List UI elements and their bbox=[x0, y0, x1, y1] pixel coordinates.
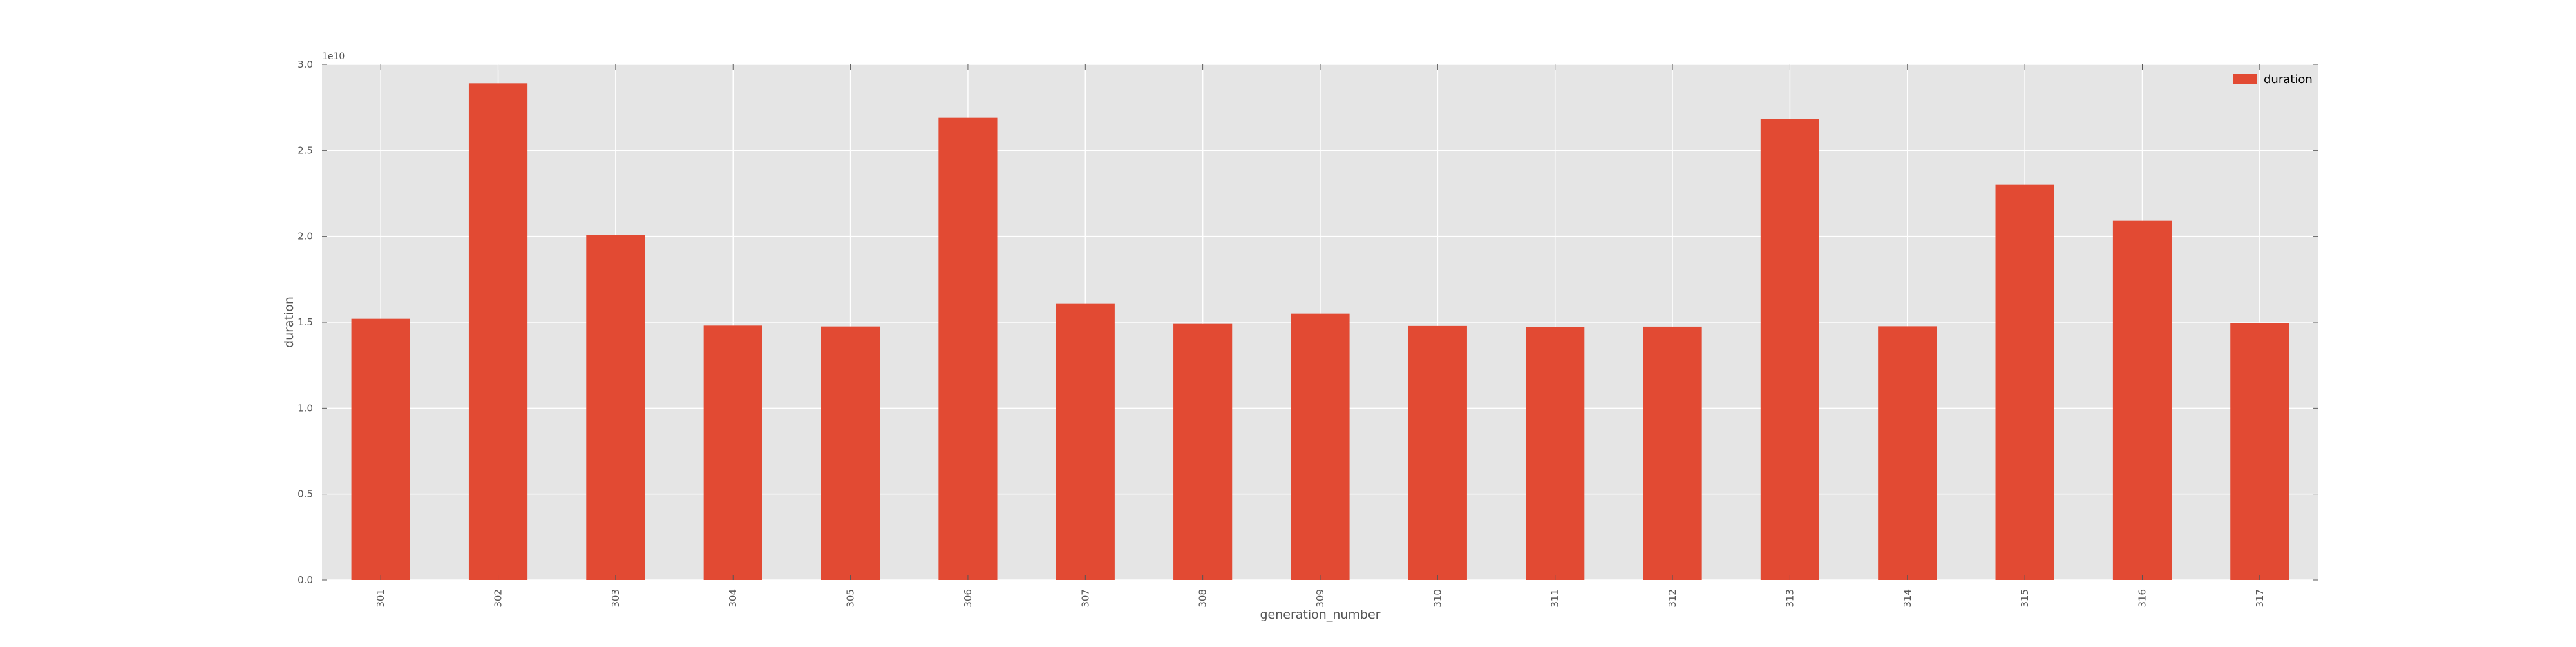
y-axis-label: duration bbox=[282, 296, 296, 348]
x-tick-label: 305 bbox=[845, 589, 857, 608]
x-tick-label: 312 bbox=[1667, 589, 1678, 608]
y-tick-label: 1.5 bbox=[298, 316, 313, 328]
x-tick-label: 313 bbox=[1784, 589, 1795, 608]
x-tick-label: 317 bbox=[2254, 589, 2266, 608]
bars bbox=[351, 83, 2289, 581]
y-tick-label: 1.0 bbox=[298, 402, 313, 414]
x-tick-label: 302 bbox=[493, 589, 504, 608]
x-tick-label: 315 bbox=[2019, 589, 2031, 608]
y-tick-label: 0.5 bbox=[298, 488, 313, 500]
x-tick-label: 301 bbox=[375, 589, 386, 608]
legend-label-duration: duration bbox=[2264, 73, 2313, 86]
x-tick-label: 304 bbox=[727, 589, 739, 608]
x-axis-label: generation_number bbox=[1260, 608, 1381, 622]
ticks: 0.0 0.5 1.0 1.5 2.0 2.5 3.0 301 302 303 304 305 306 3… bbox=[298, 59, 2318, 608]
bar-314 bbox=[1878, 326, 1937, 580]
bar-302 bbox=[468, 83, 528, 581]
bar-304 bbox=[703, 325, 762, 580]
x-tick-label: 308 bbox=[1197, 589, 1209, 608]
bar-311 bbox=[1526, 327, 1585, 580]
bar-303 bbox=[586, 235, 645, 580]
x-tick-label: 309 bbox=[1314, 589, 1326, 608]
bar-312 bbox=[1643, 326, 1702, 580]
x-tick-label: 314 bbox=[1902, 589, 1913, 608]
x-tick-label: 303 bbox=[610, 589, 621, 608]
x-tick-label: 311 bbox=[1549, 589, 1561, 608]
bar-317 bbox=[2230, 323, 2289, 580]
bar-310 bbox=[1408, 325, 1467, 580]
x-tick-label: 310 bbox=[1432, 589, 1443, 608]
y-offset-label: 1e10 bbox=[322, 52, 345, 62]
x-tick-label: 307 bbox=[1079, 589, 1091, 608]
legend: duration bbox=[2233, 73, 2313, 86]
y-tick-label: 2.5 bbox=[298, 144, 313, 156]
legend-swatch-duration bbox=[2233, 74, 2257, 84]
x-tick-label: 306 bbox=[962, 589, 974, 608]
bar-307 bbox=[1056, 303, 1115, 580]
x-tick-label: 316 bbox=[2136, 589, 2148, 608]
y-tick-label: 2.0 bbox=[298, 231, 313, 242]
bar-301 bbox=[351, 318, 410, 580]
bar-305 bbox=[821, 326, 880, 580]
bar-306 bbox=[938, 117, 998, 580]
y-tick-label: 0.0 bbox=[298, 574, 313, 586]
bar-313 bbox=[1760, 119, 1819, 580]
y-tick-label: 3.0 bbox=[298, 59, 313, 70]
bar-309 bbox=[1291, 313, 1350, 580]
bar-308 bbox=[1173, 324, 1233, 580]
bar-315 bbox=[1995, 184, 2054, 581]
bar-316 bbox=[2112, 220, 2172, 581]
